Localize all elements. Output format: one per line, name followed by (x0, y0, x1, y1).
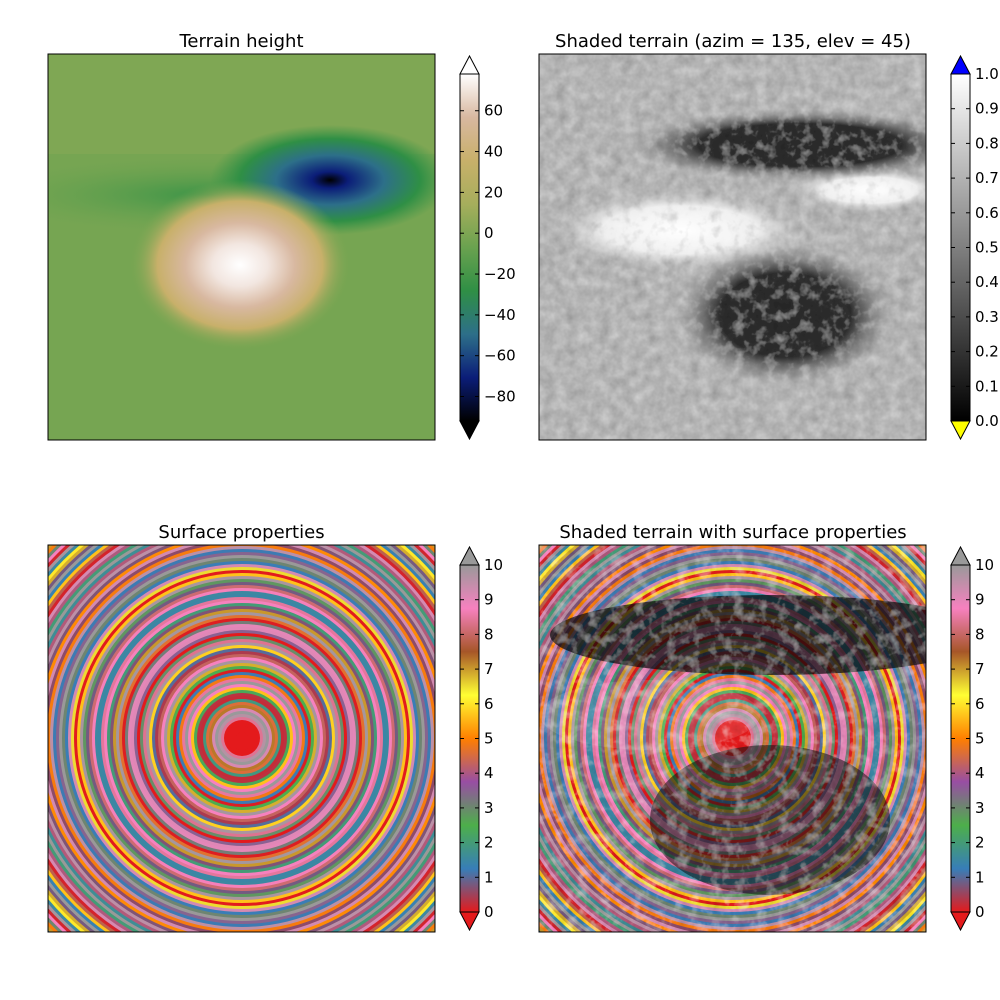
colorbar: −80 −60 −40 −20 0 20 40 60 (459, 54, 516, 441)
panel-title: Shaded terrain (azim = 135, elev = 45) (555, 31, 911, 52)
colorbar-tick-label: 5 (484, 730, 494, 748)
colorbar-extend-under (459, 911, 480, 932)
panel-terrain-height: Terrain height −80 −60 −40 −20 0 20 40 60 (47, 31, 516, 441)
colorbar-bar (459, 73, 480, 422)
colorbar-extend-under (950, 911, 971, 932)
colorbar-tick-label: 0 (484, 224, 494, 242)
terrain-height-image (48, 54, 435, 440)
colorbar-tick-label: 1 (975, 868, 985, 886)
colorbar-tick-label: 0.4 (975, 273, 999, 291)
colorbar: 0.0 0.1 0.2 0.3 0.4 0.5 0.6 0.7 0.8 0.9 1.0 (950, 54, 999, 441)
colorbar-tick-label: 9 (975, 591, 985, 609)
colorbar-extend-over (950, 545, 971, 566)
colorbar-tick-label: 0.7 (975, 169, 999, 187)
colorbar-tick-label: 2 (484, 834, 494, 852)
colorbar-extend-under (459, 420, 480, 441)
panel-surface-properties: Surface properties 0 1 2 3 4 5 6 7 8 9 10 (47, 522, 503, 933)
colorbar: 0 1 2 3 4 5 6 7 8 9 10 (950, 545, 994, 932)
colorbar-tick-label: 5 (975, 730, 985, 748)
panel-title: Surface properties (158, 522, 324, 543)
colorbar-extend-over (459, 545, 480, 566)
colorbar-extend-over (459, 54, 480, 75)
surface-properties-image (48, 545, 435, 932)
colorbar-tick-label: 0.8 (975, 134, 999, 152)
colorbar-tick-label: 9 (484, 591, 494, 609)
panel-shaded-terrain: Shaded terrain (azim = 135, elev = 45) 0… (538, 31, 999, 441)
colorbar-tick-label: 3 (975, 799, 985, 817)
colorbar-tick-label: 0.2 (975, 343, 999, 361)
colorbar-tick-label: 0.9 (975, 100, 999, 118)
axes-frame (47, 53, 436, 441)
panel-title: Shaded terrain with surface properties (559, 522, 906, 543)
colorbar-tick-label: 10 (975, 556, 994, 574)
colorbar-tick-label: 40 (484, 143, 503, 161)
colorbar-tick-label: 3 (484, 799, 494, 817)
colorbar-tick-label: 0.3 (975, 308, 999, 326)
colorbar-tick-label: 8 (975, 625, 985, 643)
axes-frame (538, 544, 927, 933)
colorbar-tick-label: 7 (484, 660, 494, 678)
colorbar-tick-label: 0.6 (975, 204, 999, 222)
colorbar-tick-label: 20 (484, 183, 503, 201)
axes-frame (47, 544, 436, 933)
colorbar-tick-label: 6 (484, 695, 494, 713)
surface-ring (239, 735, 245, 741)
colorbar-tick-label: 0.1 (975, 377, 999, 395)
colorbar-tick-label: 0.0 (975, 412, 999, 430)
colorbar-tick-label: 0 (484, 903, 494, 921)
colorbar-tick-label: −80 (484, 388, 516, 406)
colorbar-tick-label: 10 (484, 556, 503, 574)
colorbar-extend-over (950, 54, 971, 75)
colorbar-tick-label: 6 (975, 695, 985, 713)
colorbar-tick-label: 0.5 (975, 239, 999, 257)
colorbar-tick-label: 1.0 (975, 65, 999, 83)
colorbar-tick-label: 60 (484, 102, 503, 120)
colorbar-tick-label: −60 (484, 347, 516, 365)
colorbar-tick-label: 4 (975, 764, 985, 782)
panel-title: Terrain height (178, 31, 303, 52)
colorbar-tick-label: −20 (484, 265, 516, 283)
colorbar-tick-label: 4 (484, 764, 494, 782)
shaded-surface-image (539, 545, 926, 932)
colorbar: 0 1 2 3 4 5 6 7 8 9 10 (459, 545, 503, 932)
colorbar-tick-label: 1 (484, 868, 494, 886)
colorbar-tick-label: 8 (484, 625, 494, 643)
colorbar-tick-label: 2 (975, 834, 985, 852)
panel-shaded-surface: Shaded terrain with surface properties 0… (538, 522, 994, 933)
colorbar-tick-label: 0 (975, 903, 985, 921)
colorbar-tick-label: −40 (484, 306, 516, 324)
colorbar-extend-under (950, 420, 971, 441)
colorbar-tick-label: 7 (975, 660, 985, 678)
shaded-terrain-image (539, 54, 926, 440)
axes-frame (538, 53, 927, 441)
